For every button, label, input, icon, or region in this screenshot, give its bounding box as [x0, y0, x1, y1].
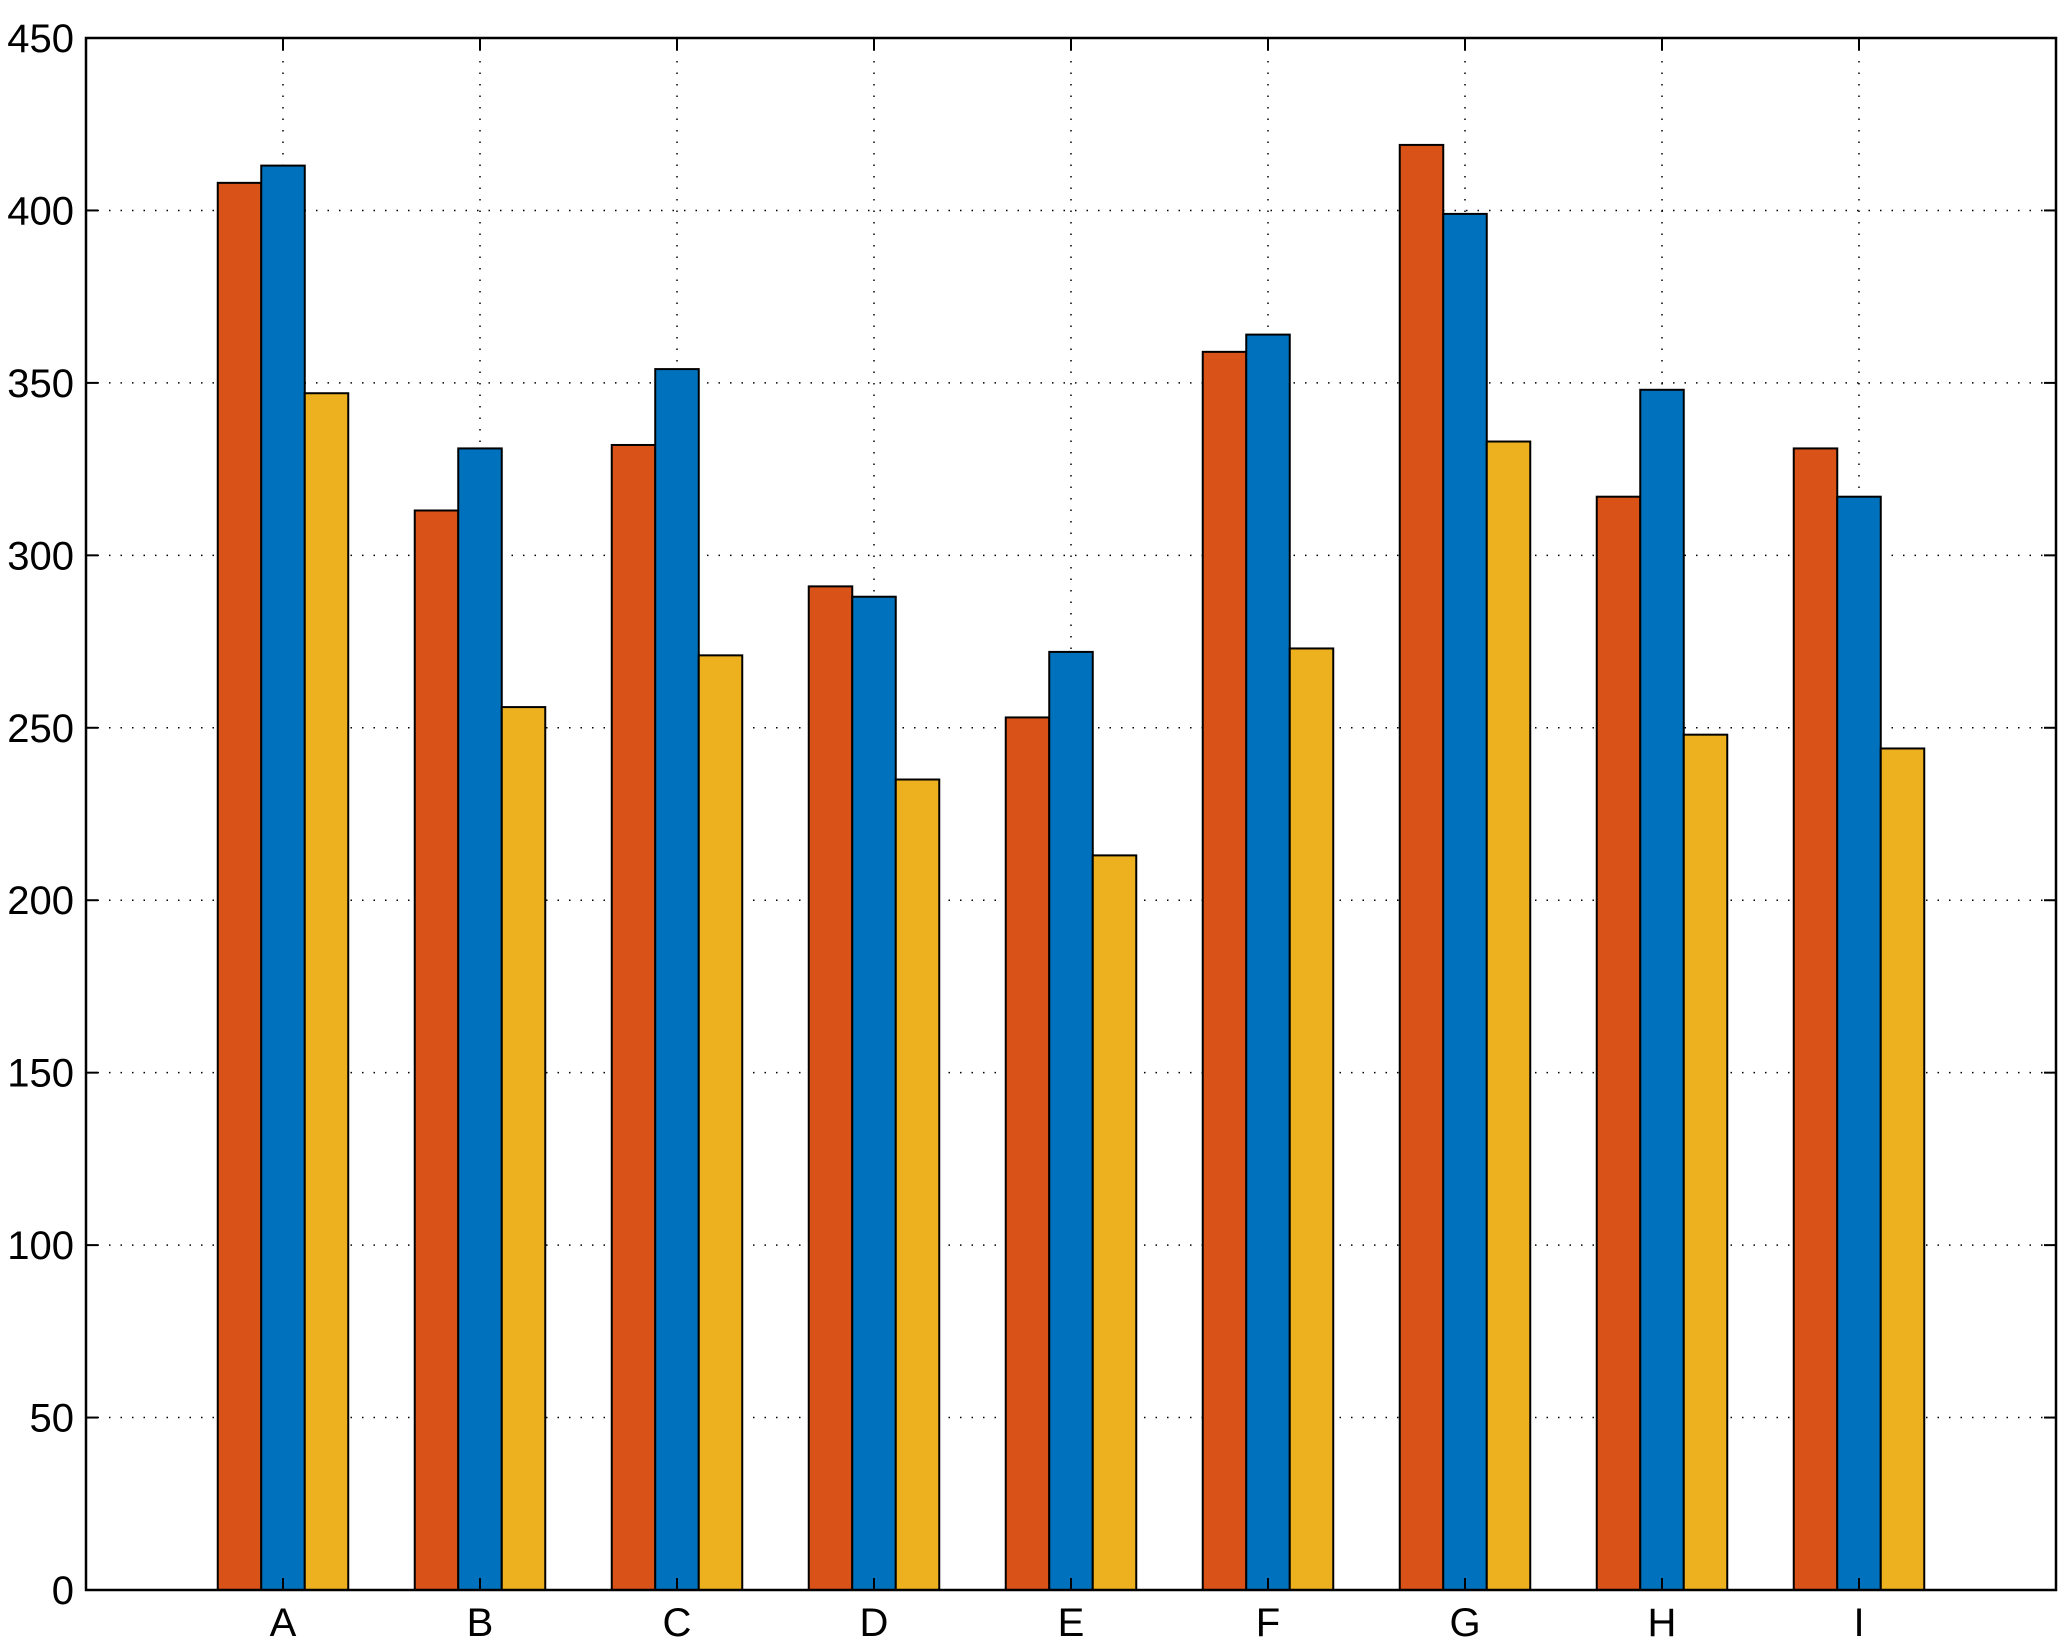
tick-labels: 0 50 100 150 200 250 300 350 400 450 A B C D E F G H I [7, 17, 1864, 1645]
y-tick-label: 250 [7, 707, 74, 751]
bar-C-series-3 [697, 654, 744, 1591]
y-tick-label: 450 [7, 17, 74, 61]
x-tick-label: D [860, 1601, 889, 1645]
x-tick-label: H [1648, 1601, 1677, 1645]
bar-C-series-1 [610, 443, 657, 1592]
bar-G-series-3 [1485, 440, 1532, 1591]
y-tick-label: 350 [7, 362, 74, 406]
x-tick-label: G [1449, 1601, 1480, 1645]
bar-E-series-3 [1091, 854, 1138, 1591]
bar-B-series-3 [500, 706, 547, 1591]
bar-F-series-3 [1288, 647, 1335, 1591]
bar-I-series-2 [1836, 495, 1882, 1591]
bar-D-series-3 [894, 778, 941, 1591]
bar-F-series-2 [1245, 333, 1291, 1591]
bar-G-series-2 [1442, 212, 1488, 1592]
y-tick-label: 150 [7, 1052, 74, 1096]
y-tick-label: 100 [7, 1224, 74, 1268]
axes [84, 36, 2058, 1592]
y-tick-label: 50 [30, 1397, 75, 1441]
bar-C-series-2 [654, 368, 700, 1591]
bar-I-series-3 [1879, 747, 1926, 1591]
x-tick-label: E [1058, 1601, 1085, 1645]
plot-frame [84, 36, 2058, 1592]
bar-G-series-1 [1398, 143, 1445, 1592]
y-tick-label: 300 [7, 534, 74, 578]
bar-B-series-1 [413, 509, 460, 1591]
bar-F-series-1 [1201, 350, 1248, 1591]
bar-A-series-1 [216, 181, 263, 1591]
bars [216, 143, 1926, 1592]
x-tick-label: I [1853, 1601, 1864, 1645]
bar-D-series-2 [851, 595, 897, 1591]
bar-E-series-1 [1004, 716, 1051, 1591]
x-tick-label: A [270, 1601, 297, 1645]
bar-H-series-3 [1682, 733, 1729, 1591]
bar-D-series-1 [807, 585, 854, 1591]
bar-I-series-1 [1792, 447, 1839, 1592]
x-tick-label: F [1256, 1601, 1280, 1645]
x-tick-label: C [663, 1601, 692, 1645]
bar-H-series-2 [1639, 388, 1685, 1592]
y-tick-label: 200 [7, 879, 74, 923]
bar-A-series-3 [303, 392, 350, 1591]
bar-A-series-2 [260, 164, 306, 1591]
y-tick-label: 0 [52, 1569, 74, 1613]
bar-H-series-1 [1595, 495, 1642, 1591]
x-tick-label: B [467, 1601, 494, 1645]
bar-B-series-2 [457, 447, 503, 1592]
bar-E-series-2 [1048, 650, 1094, 1591]
y-tick-label: 400 [7, 189, 74, 233]
